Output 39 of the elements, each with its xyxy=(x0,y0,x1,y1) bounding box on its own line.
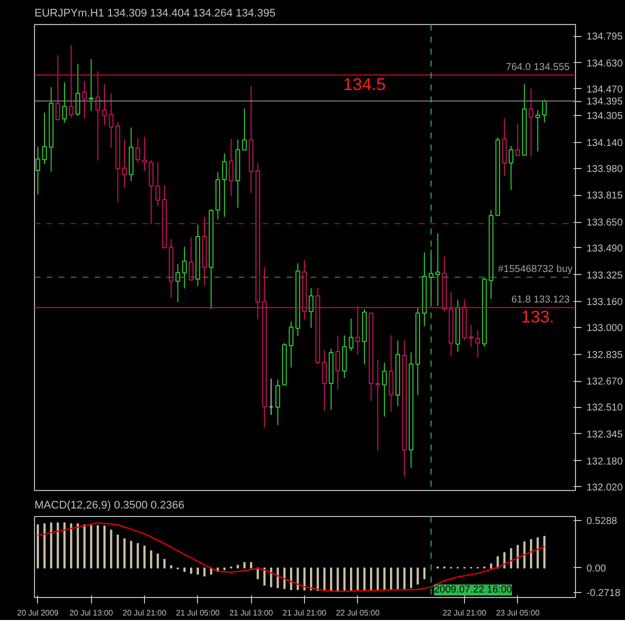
y-tick-label: 134.140 xyxy=(586,138,624,149)
y-tick-label: 133.325 xyxy=(586,270,624,282)
x-tick-label: 21 Jul 21:00 xyxy=(282,608,327,618)
y-tick-label: 133.000 xyxy=(586,323,624,334)
y-tick-label: 133.980 xyxy=(586,164,624,175)
y-tick-label: 132.180 xyxy=(586,456,624,468)
ref-line-label: 2009.07.22 16:00 xyxy=(434,584,512,596)
x-tick-label: 20 Jul 21:00 xyxy=(122,608,167,618)
y-tick-label: 0.00 xyxy=(586,563,606,574)
ref-line-label: #155468732 buy xyxy=(498,264,573,276)
x-tick-label: 23 Jul 05:00 xyxy=(496,608,540,618)
x-tick-label: 22 Jul 21:00 xyxy=(442,608,487,618)
y-tick-label: -0.2718 xyxy=(586,588,621,599)
y-tick-label: 132.670 xyxy=(586,376,624,388)
y-tick-label: 132.345 xyxy=(586,429,624,440)
y-tick-label: 134.470 xyxy=(586,84,624,96)
y-tick-label: 134.395 xyxy=(586,96,624,108)
x-tick-label: 22 Jul 05:00 xyxy=(336,608,380,618)
ref-line-label: 764.0 134.555 xyxy=(506,62,570,74)
y-tick-label: 132.510 xyxy=(586,402,624,414)
y-tick-label: 134.305 xyxy=(586,111,624,122)
y-tick-label: 134.795 xyxy=(586,32,624,43)
ref-line-label: 61.8 133.123 xyxy=(511,294,570,306)
annotation: 134.5 xyxy=(343,75,386,94)
y-tick-label: 132.835 xyxy=(586,350,624,361)
y-tick-label: 132.020 xyxy=(586,482,624,494)
y-tick-label: 134.630 xyxy=(586,58,624,70)
y-tick-label: 133.815 xyxy=(586,190,624,202)
x-tick-label: 20 Jul 13:00 xyxy=(69,608,114,618)
y-tick-label: 133.160 xyxy=(586,297,624,308)
y-tick-label: 133.650 xyxy=(586,218,624,229)
chart-title: MACD(12,26,9) 0.3500 0.2366 xyxy=(34,500,184,512)
x-tick-label: 21 Jul 13:00 xyxy=(229,608,274,618)
y-tick-label: 133.490 xyxy=(586,244,624,254)
x-tick-label: 21 Jul 05:00 xyxy=(176,608,220,618)
x-tick-label: 20 Jul 2009 xyxy=(17,608,60,618)
chart-title: EURJPYm.H1 134.309 134.404 134.264 134.395 xyxy=(34,8,276,20)
y-tick-label: 0.5288 xyxy=(586,516,618,527)
annotation: 133. xyxy=(521,308,554,327)
